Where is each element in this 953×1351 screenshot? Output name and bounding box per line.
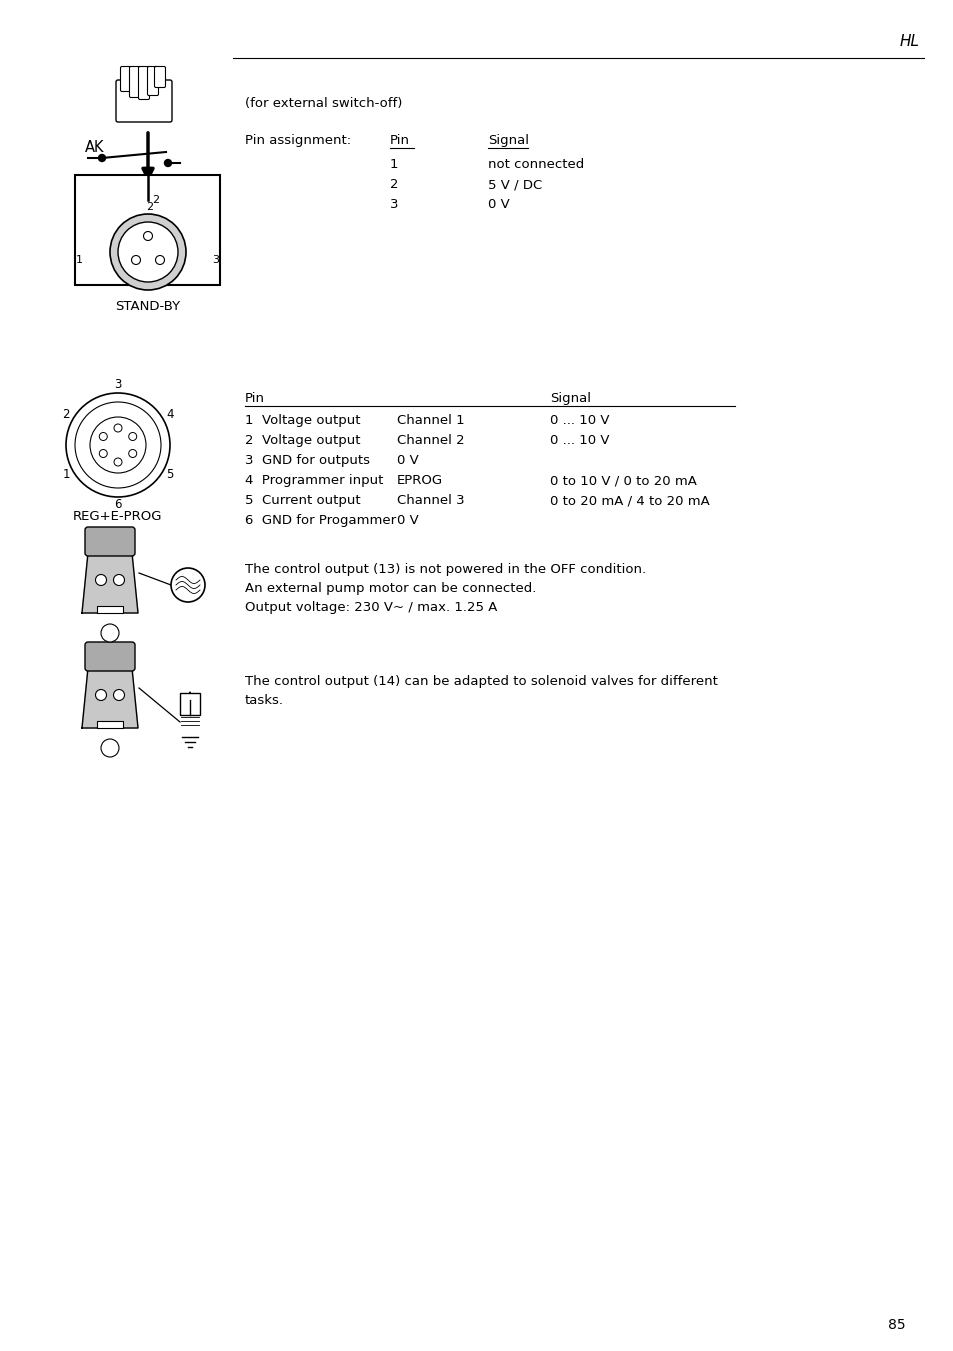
Text: 2: 2: [390, 178, 398, 190]
Text: Signal: Signal: [550, 392, 590, 405]
Text: 1: 1: [62, 469, 70, 481]
Text: 4: 4: [166, 408, 173, 422]
Text: 0 ... 10 V: 0 ... 10 V: [550, 434, 609, 447]
Text: 3: 3: [390, 199, 398, 211]
Circle shape: [95, 689, 107, 701]
FancyBboxPatch shape: [85, 527, 135, 557]
Circle shape: [101, 624, 119, 642]
Text: 0 V: 0 V: [396, 454, 418, 467]
Polygon shape: [82, 667, 138, 728]
Text: AK: AK: [85, 141, 105, 155]
Text: 85: 85: [887, 1319, 905, 1332]
Text: 2: 2: [152, 195, 159, 205]
Text: HL: HL: [899, 35, 919, 50]
Text: REG+E-PROG: REG+E-PROG: [73, 509, 163, 523]
Text: An external pump motor can be connected.: An external pump motor can be connected.: [245, 582, 536, 594]
Circle shape: [99, 432, 107, 440]
Circle shape: [129, 450, 136, 458]
Text: not connected: not connected: [488, 158, 583, 172]
Bar: [97, 721, 123, 728]
Text: STAND-BY: STAND-BY: [115, 300, 180, 313]
Text: 0 to 10 V / 0 to 20 mA: 0 to 10 V / 0 to 20 mA: [550, 474, 696, 486]
Polygon shape: [82, 553, 138, 613]
Circle shape: [98, 154, 106, 162]
Text: 1: 1: [75, 255, 82, 265]
Text: Channel 2: Channel 2: [396, 434, 464, 447]
Text: 0 to 20 mA / 4 to 20 mA: 0 to 20 mA / 4 to 20 mA: [550, 494, 709, 507]
FancyBboxPatch shape: [154, 66, 165, 88]
Circle shape: [129, 432, 136, 440]
Text: 3: 3: [213, 255, 219, 265]
Text: Pin: Pin: [245, 392, 265, 405]
Circle shape: [95, 574, 107, 585]
Text: 0 ... 10 V: 0 ... 10 V: [550, 413, 609, 427]
Text: Output voltage: 230 V~ / max. 1.25 A: Output voltage: 230 V~ / max. 1.25 A: [245, 601, 497, 613]
Circle shape: [113, 458, 122, 466]
Text: Pin: Pin: [390, 134, 410, 147]
Text: 6  GND for Progammer: 6 GND for Progammer: [245, 513, 395, 527]
Circle shape: [99, 450, 107, 458]
Circle shape: [132, 255, 140, 265]
Bar: [180, 693, 200, 715]
Circle shape: [110, 213, 186, 290]
FancyBboxPatch shape: [116, 80, 172, 122]
Text: 5  Current output: 5 Current output: [245, 494, 360, 507]
Circle shape: [164, 159, 172, 166]
Text: tasks.: tasks.: [245, 694, 284, 707]
Bar: [75, 176, 220, 285]
Circle shape: [75, 403, 161, 488]
FancyBboxPatch shape: [120, 66, 132, 92]
Text: 3  GND for outputs: 3 GND for outputs: [245, 454, 370, 467]
Circle shape: [113, 574, 125, 585]
Circle shape: [113, 424, 122, 432]
Circle shape: [101, 739, 119, 757]
Circle shape: [143, 231, 152, 240]
Circle shape: [118, 222, 178, 282]
Circle shape: [66, 393, 170, 497]
Text: The control output (14) can be adapted to solenoid valves for different: The control output (14) can be adapted t…: [245, 676, 717, 688]
Text: Signal: Signal: [488, 134, 529, 147]
Circle shape: [113, 689, 125, 701]
Text: 1: 1: [390, 158, 398, 172]
FancyBboxPatch shape: [138, 66, 150, 100]
Text: (for external switch-off): (for external switch-off): [245, 97, 402, 109]
Text: The control output (13) is not powered in the OFF condition.: The control output (13) is not powered i…: [245, 563, 645, 576]
Circle shape: [171, 567, 205, 603]
Circle shape: [90, 417, 146, 473]
Text: 2: 2: [62, 408, 70, 422]
Text: 2  Voltage output: 2 Voltage output: [245, 434, 360, 447]
Text: 5 V / DC: 5 V / DC: [488, 178, 541, 190]
Text: 5: 5: [166, 469, 173, 481]
FancyBboxPatch shape: [85, 642, 135, 671]
Text: Channel 1: Channel 1: [396, 413, 464, 427]
Text: Pin assignment:: Pin assignment:: [245, 134, 351, 147]
Text: 4  Programmer input: 4 Programmer input: [245, 474, 383, 486]
Bar: [97, 607, 123, 613]
Text: Channel 3: Channel 3: [396, 494, 464, 507]
Text: 1  Voltage output: 1 Voltage output: [245, 413, 360, 427]
Circle shape: [155, 255, 164, 265]
FancyBboxPatch shape: [130, 66, 140, 97]
FancyBboxPatch shape: [148, 66, 158, 96]
Text: 2: 2: [146, 203, 153, 212]
Text: 0 V: 0 V: [488, 199, 509, 211]
Text: 3: 3: [114, 378, 122, 392]
Text: 6: 6: [114, 499, 122, 512]
Text: EPROG: EPROG: [396, 474, 442, 486]
Text: 0 V: 0 V: [396, 513, 418, 527]
